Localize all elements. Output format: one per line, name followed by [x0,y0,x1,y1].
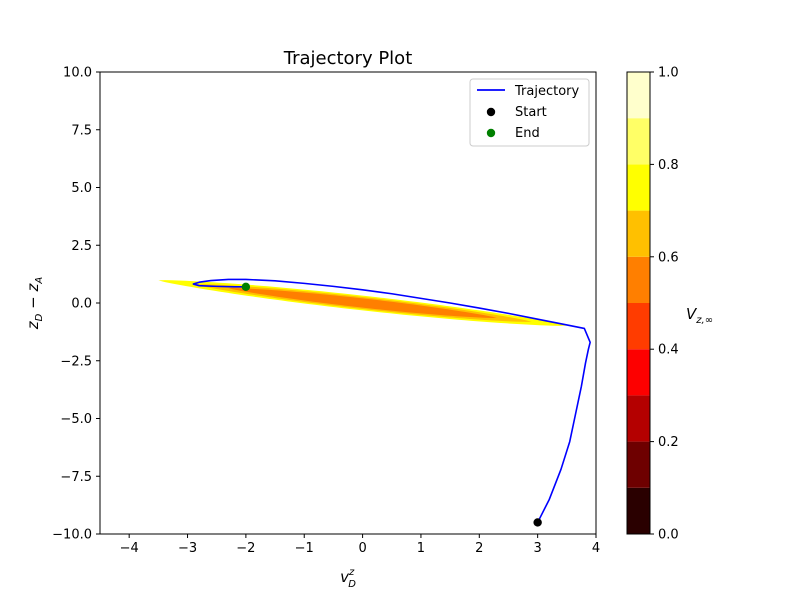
colorbar-level [627,256,650,303]
colorbar-level [627,118,650,165]
chart-title: Trajectory Plot [283,48,413,69]
y-tick-label: 5.0 [71,181,92,196]
trajectory-line [192,278,591,523]
colorbar-frame [626,71,651,535]
y-tick-label: 7.5 [71,123,92,138]
x-tick-label: −2 [236,541,255,556]
x-tick-label: −3 [178,541,197,556]
colorbar-tick-label: 0.0 [658,528,679,543]
end-point [241,282,251,292]
x-tick-label: 1 [417,541,425,556]
legend-label-end: End [515,126,540,141]
x-tick-label: 3 [534,541,542,556]
legend-swatch-start [486,107,496,117]
legend-label-trajectory: Trajectory [514,84,579,99]
contour-inner [228,288,497,318]
y-tick-label: 0.0 [71,297,92,312]
colorbar-level [627,349,650,396]
colorbar-level [627,303,650,350]
x-tick-label: −4 [120,541,139,556]
legend-box [469,78,590,147]
y-tick-label: −7.5 [60,470,92,485]
x-tick-label: 0 [358,541,366,556]
colorbar-level [627,395,650,442]
start-point [533,518,542,527]
legend-label-start: Start [515,105,547,120]
x-axis: −4 −3 −2 −1 0 1 2 3 4 [120,534,600,556]
colorbar-tick-label: 0.6 [658,250,679,265]
colorbar-level [627,210,650,257]
colorbar-level [627,164,650,211]
colorbar-level [627,441,650,488]
y-tick-label: 10.0 [63,66,92,81]
y-axis-label: zD − zA [24,277,45,331]
colorbar-tick-label: 0.4 [658,343,679,358]
colorbar-level [627,487,650,534]
series-layer [192,278,591,527]
x-axis-label: vz D [340,567,356,590]
legend: Trajectory Start End [469,78,590,147]
colorbar: 0.0 0.2 0.4 0.6 0.8 1.0 [626,66,679,543]
y-tick-label: 2.5 [71,239,92,254]
x-tick-label: 4 [592,541,600,556]
colorbar-tick-label: 0.8 [658,158,679,173]
colorbar-level [627,72,650,119]
colorbar-tick-label: 1.0 [658,66,679,81]
y-axis: −10.0 −7.5 −5.0 −2.5 0.0 2.5 5.0 7.5 10.0 [52,66,100,543]
contour-region [158,280,567,326]
colorbar-label: Vz,∞ [686,305,713,326]
y-tick-label: −2.5 [60,354,92,369]
y-tick-label: −5.0 [60,412,92,427]
legend-swatch-end [486,128,496,138]
colorbar-tick-label: 0.2 [658,435,679,450]
x-tick-label: −1 [295,541,314,556]
y-tick-label: −10.0 [52,528,92,543]
x-tick-label: 2 [475,541,483,556]
